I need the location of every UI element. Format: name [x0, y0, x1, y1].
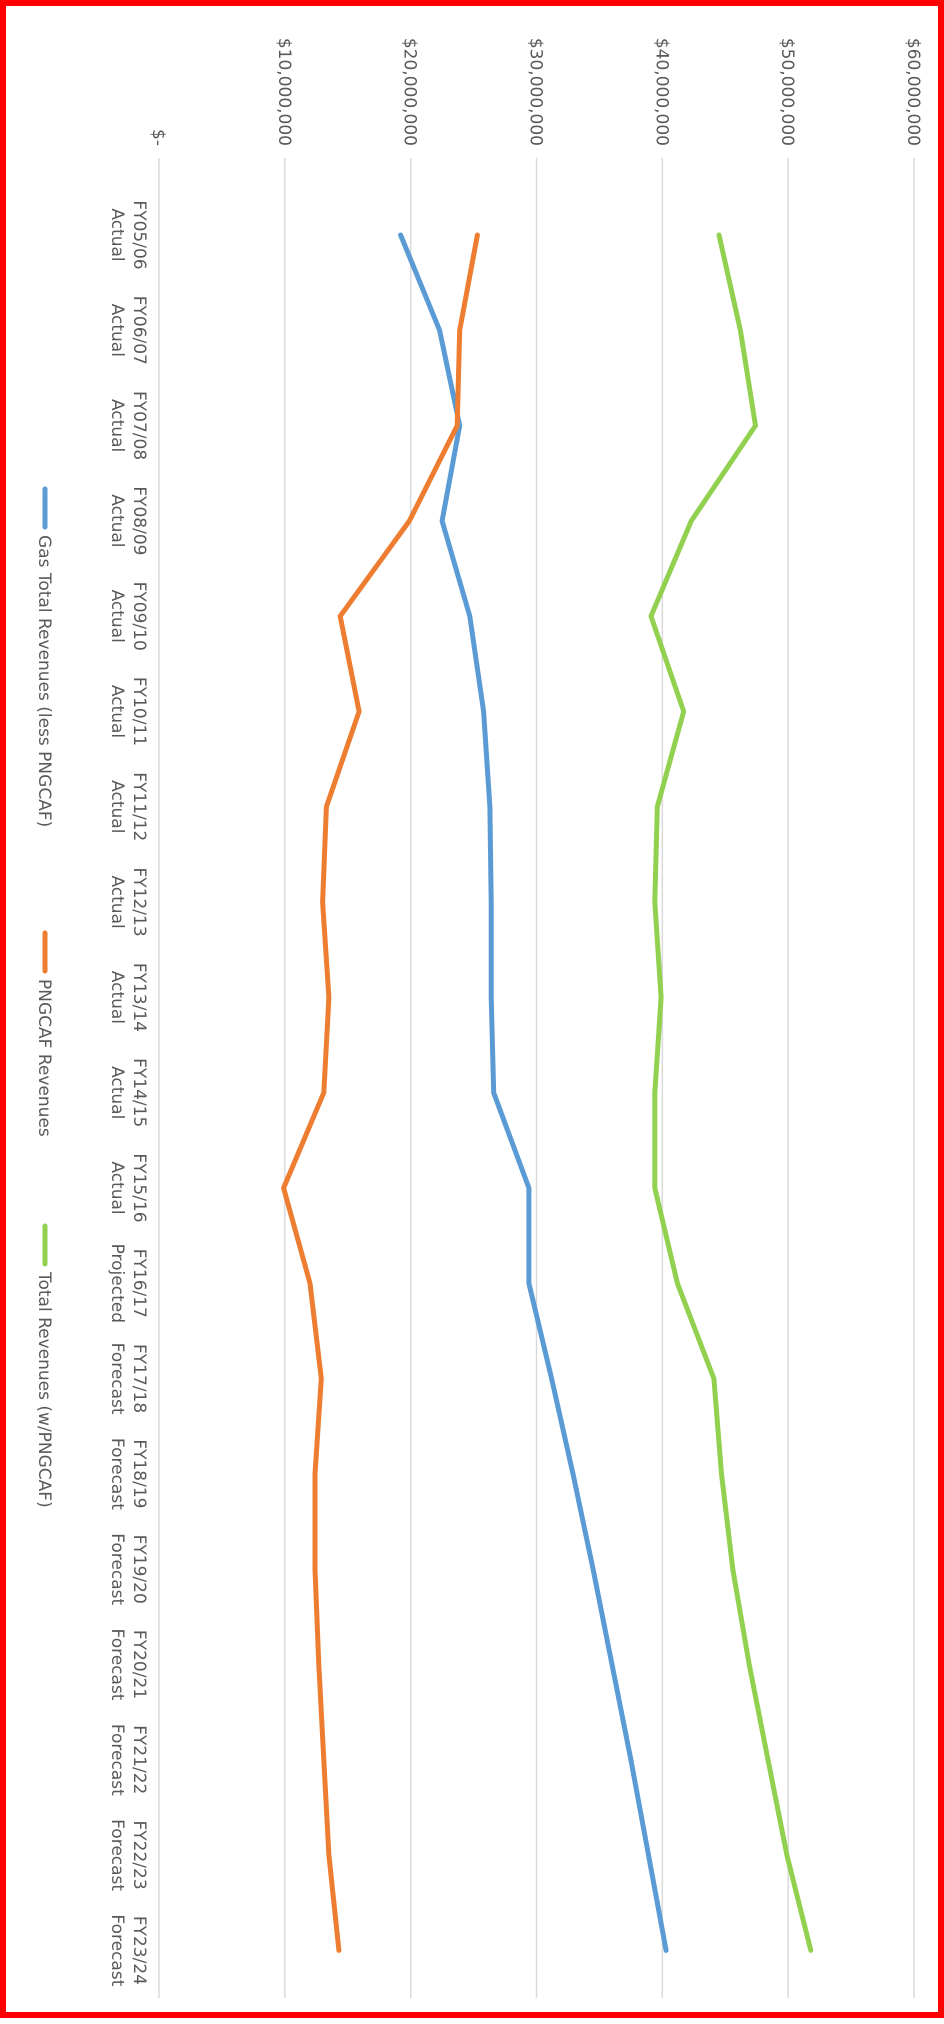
x-tick-sublabel: Actual — [107, 1066, 127, 1119]
x-tick-sublabel: Actual — [107, 971, 127, 1024]
series-line-1 — [398, 232, 669, 1953]
x-axis-tick-labels: FY05/06ActualFY06/07ActualFY07/08ActualF… — [107, 200, 149, 1986]
x-tick-sublabel: Forecast — [107, 1914, 127, 1986]
y-tick-label: $50,000,000 — [777, 38, 797, 146]
y-axis-tick-labels: $- $10,000,000 $20,000,000 $30,000,000 $40,0… — [148, 38, 923, 146]
x-tick-label: FY16/17 — [129, 1249, 149, 1318]
y-tick-label: $20,000,000 — [400, 38, 420, 146]
x-tick-sublabel: Actual — [107, 780, 127, 833]
y-tick-label: $10,000,000 — [274, 38, 294, 146]
legend-label-1: Gas Total Revenues (less PNGCAF) — [34, 535, 54, 827]
y-tick-label: $60,000,000 — [903, 38, 923, 146]
x-tick-label: FY13/14 — [129, 963, 149, 1032]
x-tick-label: FY17/18 — [129, 1344, 149, 1413]
x-tick-label: FY12/13 — [129, 868, 149, 937]
x-tick-label: FY05/06 — [129, 200, 149, 269]
x-tick-sublabel: Actual — [107, 1161, 127, 1214]
x-tick-label: FY08/09 — [129, 486, 149, 555]
x-tick-sublabel: Forecast — [107, 1819, 127, 1891]
x-tick-sublabel: Forecast — [107, 1438, 127, 1510]
x-tick-label: FY07/08 — [129, 391, 149, 460]
x-tick-label: FY19/20 — [129, 1535, 149, 1604]
x-tick-sublabel: Forecast — [107, 1343, 127, 1415]
x-tick-label: FY18/19 — [129, 1439, 149, 1508]
x-tick-sublabel: Forecast — [107, 1724, 127, 1796]
y-tick-label: $40,000,000 — [651, 38, 671, 146]
x-tick-sublabel: Actual — [107, 494, 127, 547]
line-chart: $- $10,000,000 $20,000,000 $30,000,000 $40,0… — [34, 38, 923, 1998]
legend-label-3: Total Revenues (w/PNGCAF) — [34, 1271, 54, 1508]
x-tick-label: FY10/11 — [129, 677, 149, 746]
x-tick-label: FY22/23 — [129, 1821, 149, 1890]
x-tick-label: FY06/07 — [129, 296, 149, 365]
x-tick-label: FY15/16 — [129, 1153, 149, 1222]
x-tick-sublabel: Actual — [107, 208, 127, 261]
x-tick-sublabel: Actual — [107, 304, 127, 357]
x-tick-sublabel: Forecast — [107, 1533, 127, 1605]
y-tick-label: $30,000,000 — [526, 38, 546, 146]
x-tick-label: FY21/22 — [129, 1725, 149, 1794]
x-tick-sublabel: Actual — [107, 685, 127, 738]
legend-label-2: PNGCAF Revenues — [34, 979, 54, 1137]
series-line-3 — [648, 232, 814, 1953]
x-tick-label: FY11/12 — [129, 772, 149, 841]
series-line-2 — [281, 232, 480, 1953]
x-tick-sublabel: Forecast — [107, 1629, 127, 1701]
x-tick-label: FY20/21 — [129, 1630, 149, 1699]
x-tick-sublabel: Actual — [107, 590, 127, 643]
rotated-chart-area: $- $10,000,000 $20,000,000 $30,000,000 $40,0… — [6, 6, 944, 2024]
x-tick-sublabel: Actual — [107, 399, 127, 452]
legend: Gas Total Revenues (less PNGCAF) PNGCAF R… — [34, 486, 54, 1508]
gridlines — [158, 158, 915, 1998]
x-tick-sublabel: Projected — [107, 1244, 127, 1323]
series-lines — [281, 232, 814, 1953]
x-tick-label: FY14/15 — [129, 1058, 149, 1127]
x-tick-label: FY23/24 — [129, 1916, 149, 1985]
y-tick-label: $- — [148, 129, 168, 146]
x-tick-label: FY09/10 — [129, 582, 149, 651]
x-tick-sublabel: Actual — [107, 875, 127, 928]
